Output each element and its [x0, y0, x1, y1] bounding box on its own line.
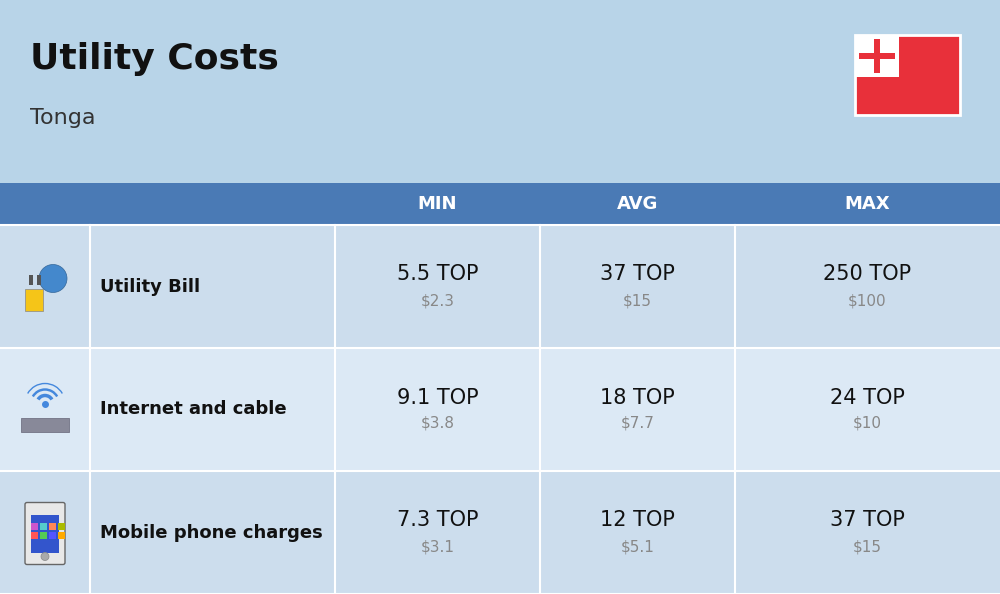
Bar	[31, 523, 38, 529]
Text: 250 TOP: 250 TOP	[823, 264, 912, 285]
Text: MIN: MIN	[418, 195, 457, 213]
Bar	[855, 35, 899, 77]
Circle shape	[39, 264, 67, 292]
Bar	[0, 183, 1000, 225]
Bar	[874, 39, 880, 72]
Text: 37 TOP: 37 TOP	[600, 264, 675, 285]
Bar	[855, 35, 960, 115]
FancyBboxPatch shape	[25, 503, 65, 564]
Text: Mobile phone charges: Mobile phone charges	[100, 523, 323, 542]
Text: 9.1 TOP: 9.1 TOP	[397, 387, 478, 407]
Text: $7.7: $7.7	[621, 416, 654, 431]
Text: 12 TOP: 12 TOP	[600, 510, 675, 530]
Circle shape	[41, 552, 49, 561]
Bar	[0, 348, 1000, 471]
Text: MAX: MAX	[845, 195, 890, 213]
Bar	[859, 53, 895, 59]
Bar	[37, 274, 41, 285]
Text: Tonga: Tonga	[30, 108, 96, 128]
Bar	[19, 261, 71, 312]
Text: $10: $10	[853, 416, 882, 431]
Bar	[0, 471, 1000, 594]
Text: 18 TOP: 18 TOP	[600, 387, 675, 407]
Text: Utility Bill: Utility Bill	[100, 277, 200, 295]
Text: AVG: AVG	[617, 195, 658, 213]
Text: Internet and cable: Internet and cable	[100, 400, 287, 419]
Bar	[40, 532, 47, 539]
Bar	[29, 274, 33, 285]
Text: 7.3 TOP: 7.3 TOP	[397, 510, 478, 530]
Bar	[21, 418, 69, 431]
Text: $15: $15	[853, 539, 882, 554]
Bar	[58, 532, 65, 539]
Bar	[40, 523, 47, 529]
Text: 5.5 TOP: 5.5 TOP	[397, 264, 478, 285]
Bar	[31, 532, 38, 539]
Text: 24 TOP: 24 TOP	[830, 387, 905, 407]
Text: $5.1: $5.1	[621, 539, 654, 554]
Bar	[58, 523, 65, 529]
Text: 37 TOP: 37 TOP	[830, 510, 905, 530]
Bar	[25, 289, 43, 311]
Text: $15: $15	[623, 293, 652, 308]
Bar	[49, 532, 56, 539]
Text: Utility Costs: Utility Costs	[30, 42, 279, 76]
Bar	[0, 225, 1000, 348]
Text: $3.1: $3.1	[420, 539, 454, 554]
Text: $3.8: $3.8	[420, 416, 454, 431]
Bar	[49, 523, 56, 529]
Bar	[31, 514, 59, 552]
Text: $100: $100	[848, 293, 887, 308]
Text: $2.3: $2.3	[420, 293, 454, 308]
